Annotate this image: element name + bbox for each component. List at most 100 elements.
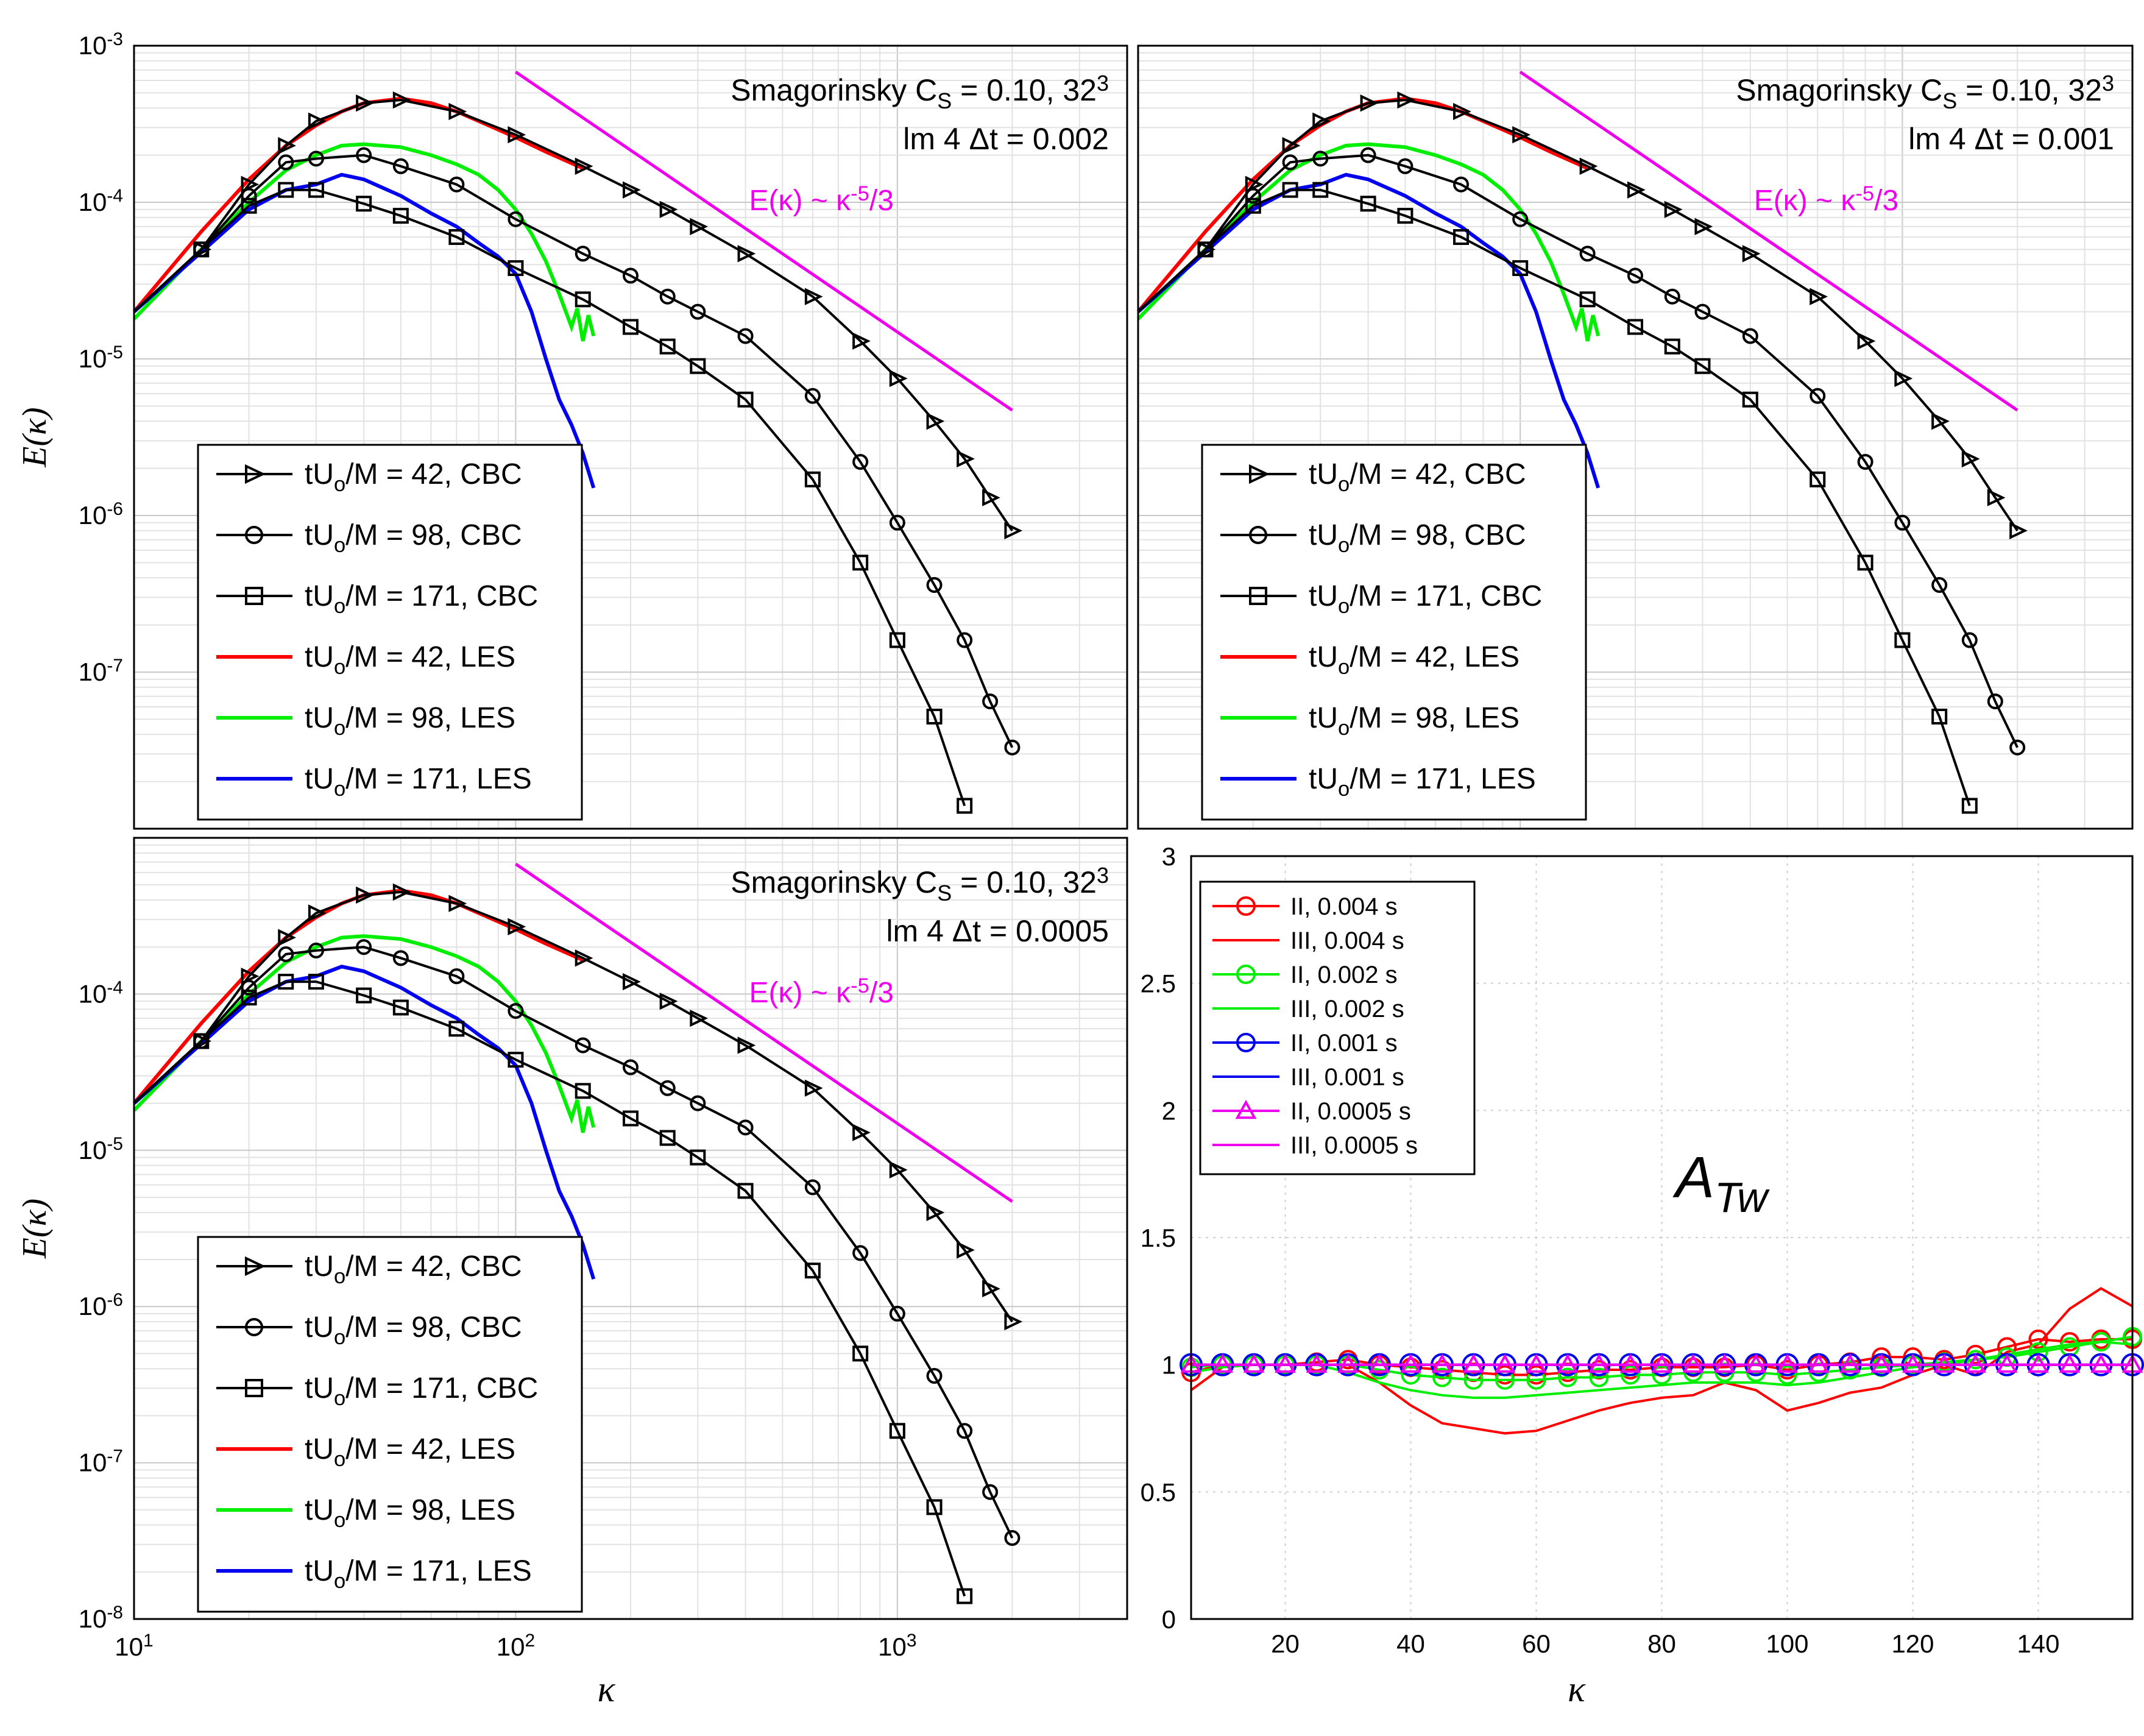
data-point [1777, 1365, 1797, 1385]
slope-reference-line [515, 862, 1013, 1203]
x-tick-label: 60 [1522, 1629, 1551, 1658]
y-tick-label: 10-8 [79, 1603, 123, 1633]
legend-label: tUo/M = 171, CBC [1309, 580, 1542, 618]
data-point [690, 1009, 709, 1027]
data-point [575, 1037, 591, 1054]
data-point [1961, 632, 1978, 648]
data-point [659, 200, 678, 218]
y-tick-label: 10-7 [79, 656, 123, 686]
data-point [1857, 453, 1873, 470]
data-point [1512, 126, 1530, 144]
data-point [508, 211, 524, 227]
data-point [508, 1003, 524, 1019]
data-point [1810, 471, 1826, 487]
data-point [1397, 208, 1413, 224]
data-point [241, 990, 257, 1006]
data-point [241, 968, 260, 985]
data-point [308, 112, 327, 130]
data-point [1589, 1367, 1609, 1387]
data-point [1312, 112, 1331, 130]
legend-marker [1249, 587, 1267, 605]
data-point [241, 188, 257, 204]
y-axis-label: E(κ) [16, 1199, 54, 1259]
data-point [889, 1423, 905, 1439]
data-point [690, 218, 709, 235]
data-point [575, 1083, 591, 1099]
axes-frame [133, 44, 1128, 830]
axes-frame [1137, 44, 2134, 830]
data-point [1857, 332, 1876, 350]
data-point [392, 883, 411, 901]
data-point [737, 328, 754, 344]
annotation-title: Smagorinsky CS = 0.10, 323 [731, 71, 1109, 113]
legend-box [1201, 444, 1587, 821]
data-point [448, 229, 465, 246]
data-point [508, 126, 526, 144]
legend-box [1199, 880, 1476, 1175]
panel-bottom-right: 20 40 60 80 100 120 140 0 0.5 1 1.5 2 2.5 3 ATw κ II, 0.… [1141, 842, 2144, 1709]
legend-label: II, 0.002 s [1290, 962, 1398, 988]
data-point [737, 1183, 754, 1199]
data-point [392, 208, 409, 224]
data-point [889, 514, 905, 531]
legend-label: tUo/M = 98, LES [305, 702, 515, 740]
legend-marker [1249, 526, 1267, 544]
data-point [241, 979, 257, 996]
data-point [1652, 1365, 1672, 1385]
data-point [308, 942, 324, 958]
data-point [1245, 197, 1261, 214]
data-point [690, 358, 706, 374]
series-line [1136, 142, 1601, 342]
data-point [1360, 94, 1379, 112]
y-tick-label: 10-3 [79, 29, 123, 60]
legend-marker [245, 464, 266, 484]
legend-label: II, 0.001 s [1290, 1030, 1398, 1057]
data-point [1579, 291, 1596, 308]
legend-label: tUo/M = 171, LES [305, 1555, 532, 1593]
data-point [1004, 1313, 1023, 1331]
legend-label: tUo/M = 42, CBC [305, 458, 522, 496]
data-point [2060, 1332, 2079, 1352]
data-point [278, 182, 294, 198]
data-point [1965, 1344, 1986, 1364]
data-point [852, 332, 871, 350]
data-point [1742, 328, 1758, 344]
panel-top-left: E(κ) ~ κ-5/3 10-3 10-4 10-5 10-6 10-7 E(κ) Smag… [16, 29, 1128, 830]
data-point [1627, 181, 1646, 199]
data-point [1558, 1367, 1577, 1387]
legend-marker [1235, 1099, 1257, 1119]
data-point [623, 1110, 639, 1127]
data-point [2009, 522, 2028, 540]
data-point [957, 798, 973, 814]
legend-label: tUo/M = 98, LES [1309, 702, 1520, 740]
legend-label: tUo/M = 98, LES [305, 1494, 515, 1532]
series-line [133, 980, 966, 1597]
legend: tUo/M = 42, CBC tUo/M = 98, CBC tUo/M = 17… [197, 1236, 583, 1613]
data-point [852, 1124, 871, 1141]
data-point [1931, 708, 1948, 725]
legend-marker [245, 587, 263, 605]
legend-label: tUo/M = 98, CBC [305, 1311, 522, 1349]
data-point [804, 288, 823, 305]
data-point [241, 197, 257, 214]
data-point [1397, 91, 1416, 109]
data-point [982, 489, 1000, 506]
data-point [623, 1059, 639, 1075]
data-point [982, 1280, 1000, 1298]
data-point [448, 968, 465, 985]
data-point [804, 1263, 821, 1279]
data-point [448, 176, 465, 193]
legend-label: tUo/M = 42, CBC [305, 1250, 522, 1288]
data-point [1894, 632, 1911, 648]
data-point [737, 391, 754, 408]
data-point [356, 886, 374, 904]
data-point [2028, 1329, 2048, 1349]
data-point [1627, 319, 1643, 335]
data-point [1810, 288, 1828, 305]
legend-label: tUo/M = 171, CBC [305, 580, 538, 618]
data-point [1312, 151, 1329, 167]
annotation-title: Smagorinsky CS = 0.10, 323 [1736, 71, 2114, 113]
data-point [1694, 303, 1711, 320]
axes-frame [1190, 855, 2134, 1620]
